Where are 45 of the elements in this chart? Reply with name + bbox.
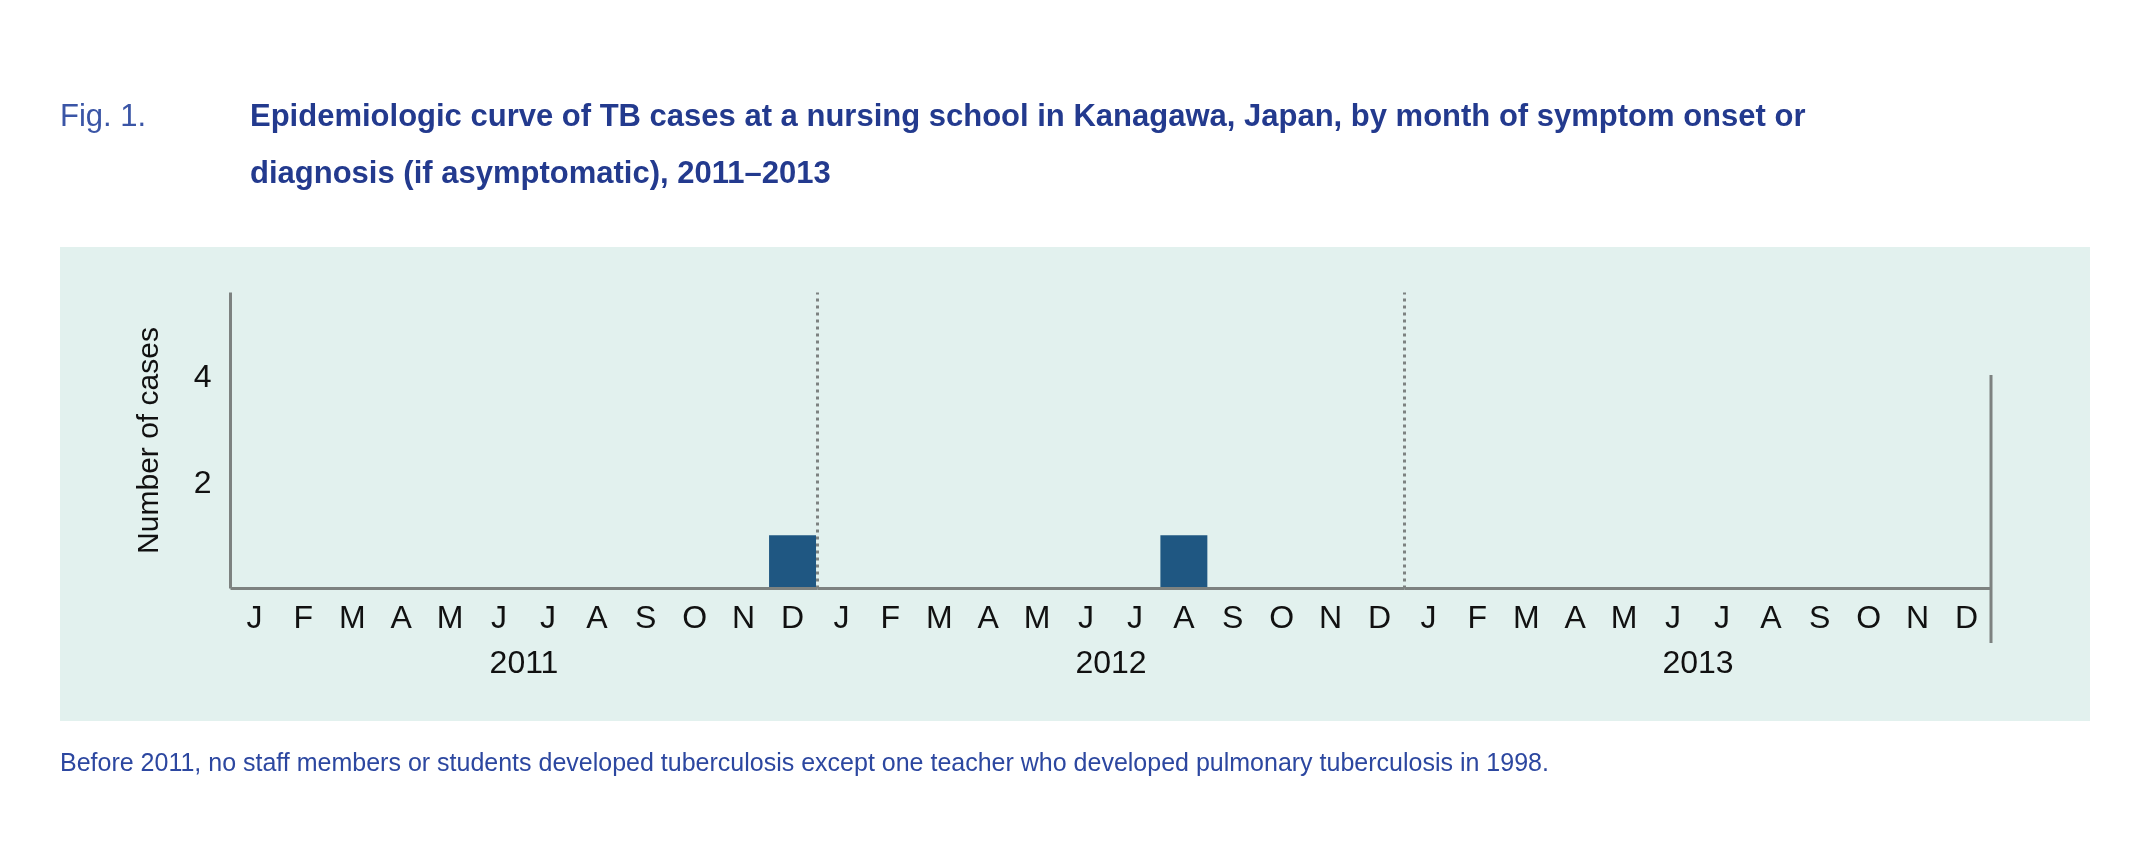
x-tick-label: A — [390, 598, 413, 635]
y-axis-title: Number of cases — [130, 327, 164, 554]
text: Before 2011, no staff members or students developed tuberculosis except one teacher who developed pulmonary tuberculosis in 1998. — [60, 748, 1549, 776]
x-tick-label: J — [491, 598, 508, 635]
x-tick-label: F — [880, 598, 901, 635]
x-axis-title: 2011 — [489, 643, 559, 680]
x-tick-label: S — [1809, 598, 1831, 635]
x-tick-label: A — [586, 598, 609, 635]
caption: Fig. 1. — [60, 98, 147, 133]
x-tick-label: M — [1610, 598, 1638, 635]
x-tick-label: S — [635, 598, 657, 635]
x-tick-label: D — [780, 598, 805, 635]
x-tick-label: A — [1173, 598, 1196, 635]
x-tick-label: M — [925, 598, 953, 635]
x-tick-label: J — [1126, 598, 1143, 635]
x-tick-label: J — [1665, 598, 1682, 635]
y-tick-label: 4 — [193, 358, 212, 395]
x-tick-label: J — [1420, 598, 1437, 635]
x-tick-label: F — [1467, 598, 1488, 635]
x-axis-title: 2012 — [1075, 643, 1147, 680]
text: Epidemiologic curve of TB cases at a nursing school in Kanagawa, Japan, by month of symptom onset or diagnosis (if asymptomatic), 2011–2013 — [250, 98, 1806, 190]
x-tick-label: N — [732, 598, 756, 635]
x-tick-label: J — [539, 598, 556, 635]
x-tick-label: J — [833, 598, 850, 635]
x-tick-label: S — [1222, 598, 1244, 635]
x-tick-label: O — [1269, 598, 1295, 635]
x-tick-label: A — [1564, 598, 1587, 635]
y-tick-label: 2 — [193, 463, 212, 500]
x-tick-label: N — [1906, 598, 1930, 635]
x-tick-label: M — [1512, 598, 1540, 635]
x-tick-label: A — [977, 598, 1000, 635]
x-axis-title: 2013 — [1662, 643, 1734, 680]
x-tick-label: O — [682, 598, 708, 635]
x-tick-label: D — [1367, 598, 1392, 635]
x-tick-label: O — [1856, 598, 1882, 635]
x-tick-label: M — [1023, 598, 1051, 635]
x-tick-label: D — [1954, 598, 1979, 635]
x-tick-label: A — [1760, 598, 1783, 635]
x-tick-label: N — [1319, 598, 1343, 635]
x-tick-label: M — [436, 598, 464, 635]
x-tick-label: J — [1078, 598, 1095, 635]
x-tick-label: F — [293, 598, 314, 635]
x-tick-label: J — [1713, 598, 1730, 635]
x-tick-label: M — [338, 598, 366, 635]
x-tick-label: J — [246, 598, 263, 635]
